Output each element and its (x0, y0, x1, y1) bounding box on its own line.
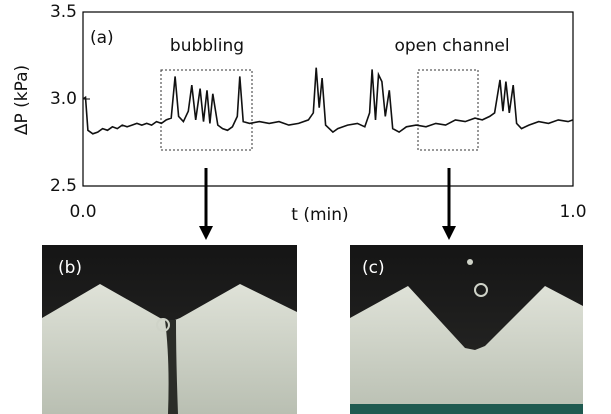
panel-label: (c) (362, 258, 385, 278)
photo-c (350, 245, 583, 414)
arrows (199, 168, 456, 240)
y-tick-label: 3.5 (50, 2, 77, 22)
photo-b (42, 245, 297, 414)
selection-boxes (160, 69, 479, 151)
x-tick-label: 1.0 (559, 202, 586, 222)
annotation: open channel (394, 36, 509, 56)
x-tick-label: 0.0 (69, 202, 96, 222)
data-line (82, 67, 574, 135)
x-axis-label: t (min) (291, 205, 348, 225)
panel-label: (a) (90, 28, 114, 48)
annotation: bubbling (170, 36, 244, 56)
y-axis-label: ΔP (kPa) (12, 65, 32, 135)
y-tick-label: 3.0 (50, 89, 77, 109)
y-tick-label: 2.5 (50, 176, 77, 196)
panel-label: (b) (58, 258, 82, 278)
